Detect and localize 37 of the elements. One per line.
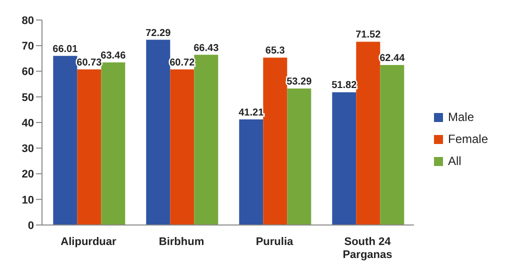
x-tick-label: Alipurduar bbox=[60, 236, 118, 248]
y-tick-label: 0 bbox=[28, 220, 34, 232]
x-tick-label: Birbhum bbox=[158, 236, 204, 248]
legend-label: Male bbox=[446, 109, 475, 126]
y-tick-label: 50 bbox=[22, 92, 34, 104]
data-label: 66.01 bbox=[52, 44, 78, 55]
y-tick-label: 80 bbox=[22, 14, 34, 27]
bar bbox=[101, 62, 126, 225]
data-label: 60.73 bbox=[76, 57, 102, 68]
bar bbox=[170, 69, 194, 225]
bar bbox=[263, 58, 288, 225]
data-label: 71.52 bbox=[356, 30, 382, 41]
y-tick-label: 10 bbox=[22, 194, 34, 206]
legend-label: All bbox=[446, 153, 462, 170]
data-label: 65.3 bbox=[265, 46, 286, 57]
bar bbox=[356, 42, 380, 225]
y-tick-label: 20 bbox=[22, 168, 34, 181]
y-tick-label: 60 bbox=[22, 66, 34, 78]
bar bbox=[239, 119, 264, 225]
bar bbox=[77, 69, 102, 225]
x-tick-label: South 24 Parganas bbox=[342, 236, 392, 261]
legend-label: Female bbox=[446, 131, 488, 148]
bar bbox=[332, 92, 356, 225]
bar bbox=[53, 56, 78, 225]
data-label: 62.44 bbox=[380, 53, 406, 64]
x-tick-label: Purulia bbox=[256, 236, 294, 248]
bar bbox=[146, 40, 170, 225]
data-label: 66.43 bbox=[194, 42, 220, 54]
data-label: 53.29 bbox=[286, 76, 312, 88]
data-label: 63.46 bbox=[100, 50, 126, 62]
bar bbox=[194, 54, 218, 225]
data-label: 72.29 bbox=[146, 28, 172, 39]
y-tick-label: 70 bbox=[22, 40, 34, 53]
y-tick-label: 30 bbox=[22, 143, 34, 156]
bar bbox=[287, 88, 312, 225]
bar bbox=[380, 65, 404, 225]
y-tick-label: 40 bbox=[22, 117, 34, 130]
